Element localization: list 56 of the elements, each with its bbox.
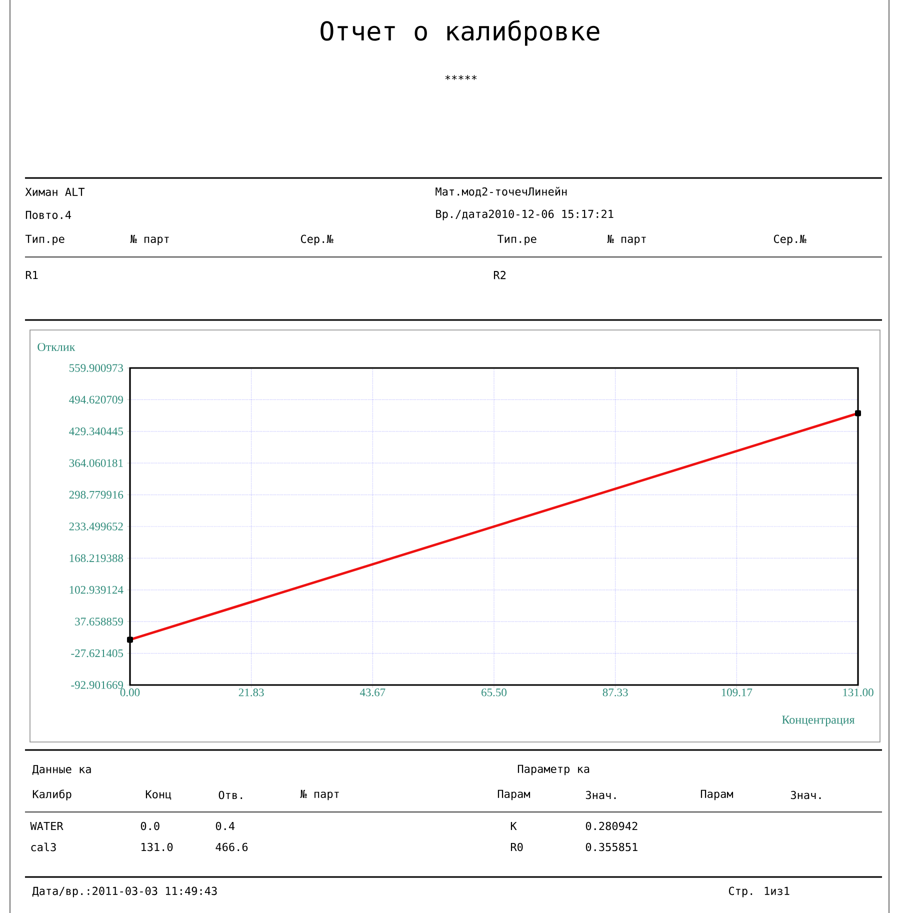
x-tick-label: 65.50	[482, 688, 507, 696]
y-tick-label: 364.060181	[69, 459, 123, 467]
y-tick-label: 233.499652	[69, 522, 123, 530]
text: WATER	[30, 822, 64, 830]
y-tick-label: -27.621405	[71, 649, 124, 658]
text: Отв.	[218, 790, 242, 800]
text: Дата/вр.:2011-03-03 11:49:43	[32, 886, 217, 898]
text: Сер.№	[774, 234, 806, 246]
x-tick-label: 87.33	[602, 688, 628, 696]
text: 0.280942	[586, 822, 638, 830]
x-tick-label: 0.00	[120, 688, 140, 696]
x-tick-label: 131.00	[843, 688, 874, 696]
text: Вр./дата2010-12-06 15:17:21	[436, 210, 614, 220]
y-tick-label: 559.900973	[70, 364, 124, 372]
text: Параметр ка	[518, 764, 590, 776]
text: R0	[510, 842, 523, 852]
y-tick-label: 494.620709	[69, 396, 123, 404]
text: Конц	[146, 790, 172, 800]
text: Тип.ре	[497, 234, 536, 246]
text: cal3	[31, 842, 56, 852]
text: R1	[26, 270, 38, 279]
text: Парам	[700, 790, 734, 800]
x-tick-label: 21.83	[238, 688, 264, 696]
text: Знач.	[586, 790, 616, 800]
text: Калибр	[32, 790, 72, 800]
y-tick-label: 298.779916	[69, 490, 124, 499]
x-axis-title: Концентрация	[782, 716, 855, 726]
y-axis-title: Отклик	[38, 342, 76, 352]
x-tick-label: 109.17	[722, 688, 752, 696]
chart-subtitle: ∗∗∗∗∗	[445, 75, 477, 80]
text: № парт	[607, 234, 646, 246]
text: Знач.	[790, 790, 821, 800]
text: 131.0	[142, 842, 173, 852]
y-tick-label: 429.340445	[69, 428, 124, 436]
text: 0.0	[140, 822, 160, 830]
y-tick-label: 102.939124	[70, 586, 124, 594]
text: Тип.ре	[25, 234, 64, 246]
y-tick-label: -92.901669	[71, 681, 123, 689]
text: Повто.4	[26, 210, 72, 220]
x-tick-label: 43.67	[360, 688, 386, 696]
text: 0.4	[216, 822, 235, 830]
text: 466.6	[216, 842, 248, 852]
text: 0.355851	[586, 842, 638, 852]
text: Мат.мод2-точечЛинейн	[436, 186, 567, 198]
text: № парт	[130, 234, 169, 246]
y-tick-label: 37.658859	[75, 618, 123, 626]
text: Данные ка	[32, 765, 91, 775]
text: Химан ALT	[25, 188, 85, 196]
y-tick-label: 168.219388	[70, 554, 124, 562]
text: Сер.№	[300, 234, 334, 246]
chart-title: Отчет о калибровке	[320, 20, 600, 46]
text: Стр. 1из1	[728, 886, 790, 898]
text: № парт	[300, 790, 339, 800]
text: K	[510, 822, 517, 830]
text: Парам	[498, 790, 530, 800]
text: R2	[494, 270, 506, 280]
